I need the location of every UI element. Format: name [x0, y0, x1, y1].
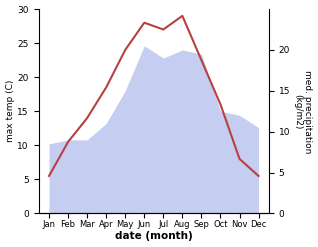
- Y-axis label: max temp (C): max temp (C): [5, 80, 15, 143]
- X-axis label: date (month): date (month): [115, 231, 193, 242]
- Y-axis label: med. precipitation
(kg/m2): med. precipitation (kg/m2): [293, 70, 313, 153]
